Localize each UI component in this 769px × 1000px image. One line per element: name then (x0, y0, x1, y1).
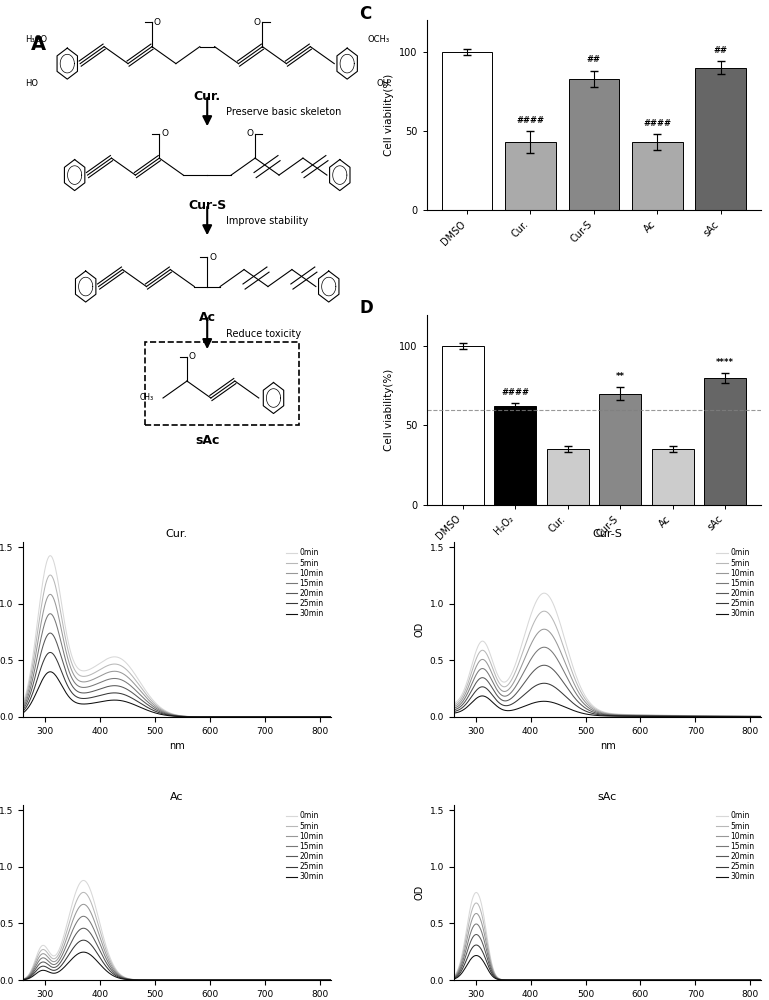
Text: D: D (360, 299, 373, 317)
Text: Cur.: Cur. (194, 90, 221, 103)
Legend: 0min, 5min, 10min, 15min, 20min, 25min, 30min: 0min, 5min, 10min, 15min, 20min, 25min, … (283, 545, 327, 621)
Bar (441, 346, 484, 505)
Text: CH₃: CH₃ (140, 393, 154, 402)
Text: Cur-S: Cur-S (188, 199, 226, 212)
Text: O: O (246, 129, 253, 138)
Bar (547, 449, 588, 505)
X-axis label: nm: nm (600, 741, 615, 751)
Text: **: ** (616, 372, 624, 381)
X-axis label: nm: nm (169, 741, 185, 751)
Text: Preserve basic skeleton: Preserve basic skeleton (225, 107, 341, 117)
Text: ####: #### (644, 119, 671, 128)
Legend: 0min, 5min, 10min, 15min, 20min, 25min, 30min: 0min, 5min, 10min, 15min, 20min, 25min, … (714, 545, 757, 621)
Text: O: O (189, 352, 196, 361)
Text: Reduce toxicity: Reduce toxicity (225, 329, 301, 339)
Bar (695, 68, 746, 210)
Y-axis label: Cell viability(%): Cell viability(%) (384, 368, 394, 451)
Text: A: A (31, 35, 45, 54)
Text: Ac: Ac (198, 311, 216, 324)
Bar (651, 449, 694, 505)
Bar (505, 142, 556, 210)
Bar (704, 378, 746, 505)
Bar (145, 342, 299, 425)
Text: ##: ## (587, 55, 601, 64)
Bar (599, 394, 641, 505)
Title: Ac: Ac (170, 792, 184, 802)
Text: O: O (209, 253, 216, 262)
Bar (441, 52, 492, 210)
Legend: 0min, 5min, 10min, 15min, 20min, 25min, 30min: 0min, 5min, 10min, 15min, 20min, 25min, … (283, 808, 327, 884)
Text: ####: #### (501, 388, 529, 397)
Legend: 0min, 5min, 10min, 15min, 20min, 25min, 30min: 0min, 5min, 10min, 15min, 20min, 25min, … (714, 808, 757, 884)
Text: ##: ## (714, 46, 727, 55)
Bar (568, 79, 619, 210)
Bar (494, 406, 536, 505)
Text: O: O (254, 18, 261, 27)
Title: sAc: sAc (598, 792, 618, 802)
Y-axis label: OD: OD (414, 622, 424, 637)
Text: ####: #### (517, 116, 544, 125)
Text: OH: OH (377, 79, 390, 88)
Text: O: O (161, 129, 168, 138)
Text: sAc: sAc (195, 434, 219, 447)
Text: C: C (360, 5, 371, 23)
Title: Cur.: Cur. (166, 529, 188, 539)
Text: Improve stability: Improve stability (225, 216, 308, 226)
Text: O: O (154, 18, 161, 27)
Text: ****: **** (716, 358, 734, 367)
Text: H₃CO: H₃CO (25, 35, 47, 44)
Y-axis label: OD: OD (414, 885, 424, 900)
Text: HO: HO (25, 79, 38, 88)
Y-axis label: Cell viability(%): Cell viability(%) (384, 74, 394, 156)
Text: OCH₃: OCH₃ (368, 35, 390, 44)
Bar (632, 142, 683, 210)
Title: Cur-S: Cur-S (593, 529, 622, 539)
